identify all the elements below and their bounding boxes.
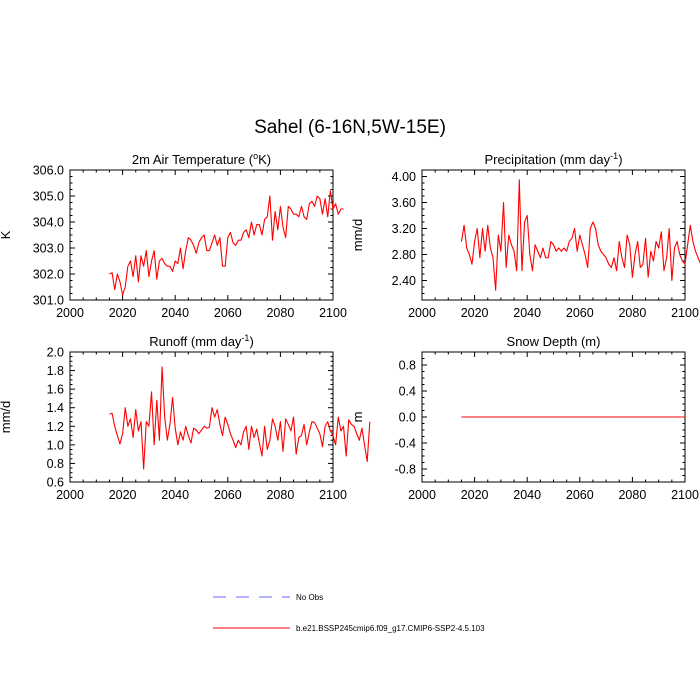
panel-3-title-main: Runoff (mm day — [149, 334, 242, 349]
panel-1-title-main: 2m Air Temperature ( — [132, 152, 254, 167]
panel-3-xtick-label: 2040 — [161, 488, 189, 502]
panel-1-xtick-label: 2020 — [109, 306, 137, 320]
panel-4-xtick-label: 2100 — [671, 488, 699, 502]
panel-1-title: 2m Air Temperature (oK) — [132, 151, 271, 167]
panel-1-ylabel: K — [0, 230, 13, 239]
panel-3: Runoff (mm day-1) mm/d 2000 2020 2040 2060 208… — [0, 333, 371, 502]
panel-2-title: Precipitation (mm day-1) — [484, 151, 622, 167]
panel-3-ytick-label: 1.4 — [47, 401, 64, 415]
legend-label-no-obs: No Obs — [296, 593, 323, 602]
panel-3-xtick-label: 2060 — [214, 488, 242, 502]
panel-1-ytick-label: 303.0 — [33, 242, 64, 256]
panel-3-ytick-label: 0.8 — [47, 457, 64, 471]
panel-2-title-end: ) — [618, 152, 622, 167]
panel-1-ytick-label: 305.0 — [33, 190, 64, 204]
panel-2-ytick-label: 3.60 — [392, 196, 416, 210]
panel-3-ylabel: mm/d — [0, 401, 13, 434]
panel-4-xtick-label: 2020 — [461, 488, 489, 502]
panel-1-xtick-label: 2080 — [266, 306, 294, 320]
panel-1-xtick-label: 2000 — [56, 306, 84, 320]
panel-1-series-line — [109, 190, 344, 296]
panel-3-series-line — [109, 366, 371, 470]
panel-1-xtick-label: 2060 — [214, 306, 242, 320]
panel-2-xtick-label: 2100 — [671, 306, 699, 320]
panel-4-title: Snow Depth (m) — [507, 334, 601, 349]
panel-3-xtick-label: 2080 — [266, 488, 294, 502]
panel-2-title-sup: -1 — [610, 151, 618, 161]
panel-4-ytick-label: 0.4 — [399, 385, 416, 399]
panel-4-xtick-label: 2000 — [408, 488, 436, 502]
panel-4-ytick-label: -0.8 — [394, 463, 416, 477]
panel-2-xtick-label: 2060 — [566, 306, 594, 320]
panel-2-ytick-label: 2.40 — [392, 274, 416, 288]
panel-1-title-end: K) — [258, 152, 271, 167]
panel-4-ytick-label: -0.4 — [394, 437, 416, 451]
legend: No Obs b.e21.BSSP245cmip6.f09_g17.CMIP6-… — [213, 593, 485, 633]
panel-1-frame — [69, 169, 334, 301]
panel-2-ytick-label: 3.20 — [392, 222, 416, 236]
panel-1-title-sup: o — [253, 151, 258, 161]
panel-4-ytick-label: 0.8 — [399, 359, 416, 373]
panel-2-series-line — [460, 179, 700, 291]
panel-1-ytick-label: 301.0 — [33, 294, 64, 308]
panel-2-ytick-label: 2.80 — [392, 248, 416, 262]
figure-title: Sahel (6-16N,5W-15E) — [254, 117, 446, 138]
panel-3-ytick-label: 1.8 — [47, 364, 64, 378]
panel-2-xtick-label: 2000 — [408, 306, 436, 320]
panel-3-ytick-label: 0.6 — [47, 476, 64, 490]
panel-4-xtick-label: 2080 — [618, 488, 646, 502]
panel-3-ytick-label: 1.6 — [47, 383, 64, 397]
panel-2-ytick-label: 4.00 — [392, 170, 416, 184]
panel-1-xtick-label: 2100 — [319, 306, 347, 320]
panel-4-ylabel: m — [350, 412, 365, 423]
panel-4-ytick-label: 0.0 — [399, 411, 416, 425]
panel-3-xtick-label: 2000 — [56, 488, 84, 502]
panel-2-frame — [421, 169, 686, 301]
panel-4-xtick-label: 2040 — [513, 488, 541, 502]
panel-3-title: Runoff (mm day-1) — [149, 333, 254, 349]
panel-3-title-sup: -1 — [241, 333, 249, 343]
panel-1: 2m Air Temperature (oK) K 2000 2020 2040 2060… — [0, 151, 347, 320]
panels: 2m Air Temperature (oK) K 2000 2020 2040 2060… — [0, 151, 700, 502]
panel-1-ytick-label: 306.0 — [33, 164, 64, 178]
panel-3-ytick-label: 1.0 — [47, 438, 64, 452]
panel-3-ytick-label: 2.0 — [47, 346, 64, 360]
panel-2-xtick-label: 2040 — [513, 306, 541, 320]
panel-4-xtick-label: 2060 — [566, 488, 594, 502]
panel-3-ytick-label: 1.2 — [47, 420, 64, 434]
panel-2: Precipitation (mm day-1) mm/d 2000 2020 2040… — [350, 151, 700, 320]
panel-3-xtick-label: 2100 — [319, 488, 347, 502]
panel-2-ylabel: mm/d — [350, 219, 365, 252]
legend-label-model: b.e21.BSSP245cmip6.f09_g17.CMIP6-SSP2-4.… — [296, 624, 485, 633]
panel-4: Snow Depth (m) m 2000 2020 2040 2060 2080 2100 -… — [350, 334, 699, 502]
panel-3-xtick-label: 2020 — [109, 488, 137, 502]
panel-3-title-end: ) — [249, 334, 253, 349]
panel-4-title-main: Snow Depth (m) — [507, 334, 601, 349]
panel-2-title-main: Precipitation (mm day — [484, 152, 610, 167]
panel-1-ytick-label: 302.0 — [33, 268, 64, 282]
panel-2-xtick-label: 2080 — [618, 306, 646, 320]
panel-1-ytick-label: 304.0 — [33, 216, 64, 230]
panel-2-xtick-label: 2020 — [461, 306, 489, 320]
panel-1-xtick-label: 2040 — [161, 306, 189, 320]
